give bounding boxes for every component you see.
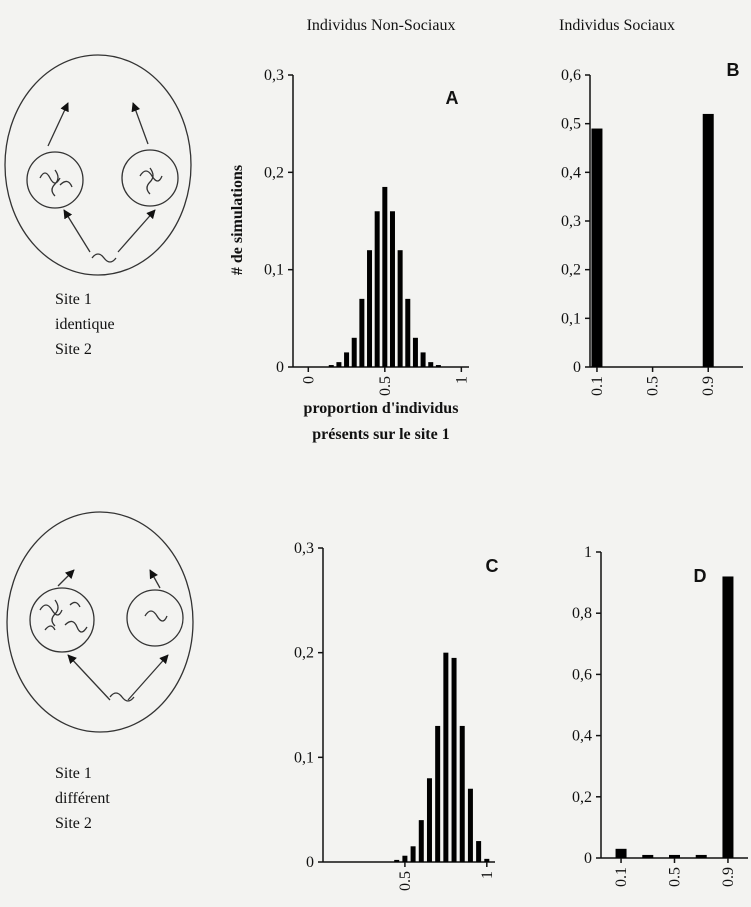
- bar: [420, 352, 426, 367]
- site-label: Site 1: [55, 765, 92, 782]
- diagram: Site 1 identique Site 2: [4, 54, 192, 358]
- y-tick-label: 0,3: [294, 540, 314, 557]
- bar: [426, 778, 432, 862]
- y-tick-label: 0,3: [264, 67, 284, 84]
- bar: [451, 657, 457, 862]
- bar: [615, 848, 627, 858]
- bar: [397, 250, 403, 367]
- bar: [459, 725, 465, 862]
- x-tick-label: 0.5: [645, 376, 662, 396]
- bar: [642, 854, 654, 858]
- bar: [367, 250, 373, 367]
- site-label: Site 1: [55, 291, 92, 308]
- bar: [382, 186, 388, 367]
- bar: [669, 854, 680, 858]
- bar: [374, 211, 380, 367]
- site-label: identique: [55, 316, 115, 333]
- bar: [336, 362, 342, 367]
- bar: [328, 365, 334, 367]
- bar: [351, 337, 357, 367]
- bar: [702, 113, 714, 367]
- y-tick-label: 0,1: [264, 262, 284, 279]
- y-axis-label: # de simulations: [229, 165, 246, 275]
- panel-label: C: [486, 556, 499, 576]
- x-axis-label: présents sur le site 1: [312, 426, 449, 443]
- x-axis-label: proportion d'individus: [304, 400, 459, 417]
- bar: [722, 576, 734, 858]
- y-tick-label: 0,2: [572, 789, 592, 806]
- y-tick-label: 0,3: [561, 213, 581, 230]
- x-tick-label: 1: [453, 376, 470, 384]
- diagram: Site 1 différent Site 2: [6, 511, 194, 832]
- y-tick-label: 0,6: [561, 67, 581, 84]
- bar: [435, 725, 441, 862]
- bar: [443, 652, 449, 862]
- site-label: Site 2: [55, 341, 92, 358]
- y-tick-label: 0,1: [561, 310, 581, 327]
- bar: [591, 128, 603, 367]
- bar: [359, 298, 365, 367]
- y-tick-label: 0,4: [561, 164, 581, 181]
- y-tick-label: 0: [584, 850, 592, 867]
- y-tick-label: 0,5: [561, 116, 581, 133]
- panel-label: A: [446, 88, 459, 108]
- site-label: différent: [55, 790, 110, 807]
- x-tick-label: 0.1: [613, 867, 630, 887]
- x-tick-label: 1: [479, 871, 496, 879]
- panel-label: B: [727, 60, 740, 80]
- bar: [484, 858, 490, 862]
- bar: [344, 352, 350, 367]
- bar: [435, 365, 441, 367]
- y-tick-label: 1: [584, 544, 592, 561]
- bar: [467, 788, 473, 862]
- panel-label: D: [694, 566, 707, 586]
- site-label: Site 2: [55, 815, 92, 832]
- bar: [402, 855, 408, 862]
- x-tick-label: 0.5: [667, 867, 684, 887]
- y-tick-label: 0: [276, 359, 284, 376]
- x-tick-label: 0.5: [397, 871, 414, 891]
- bar: [389, 211, 395, 367]
- bar: [394, 859, 400, 862]
- bar: [695, 854, 707, 858]
- y-tick-label: 0: [573, 359, 581, 376]
- y-tick-label: 0,4: [572, 728, 592, 745]
- y-tick-label: 0,1: [294, 749, 314, 766]
- bar: [405, 298, 411, 367]
- bar: [428, 362, 434, 367]
- x-tick-label: 0.9: [700, 376, 717, 396]
- bar: [476, 841, 482, 862]
- bar: [418, 820, 424, 862]
- y-tick-label: 0,2: [294, 645, 314, 662]
- x-tick-label: 0.5: [377, 376, 394, 396]
- x-tick-label: 0: [300, 376, 317, 384]
- y-tick-label: 0,8: [572, 605, 592, 622]
- y-tick-label: 0,6: [572, 666, 592, 683]
- bar: [412, 337, 418, 367]
- y-tick-label: 0,2: [264, 164, 284, 181]
- bar: [410, 846, 416, 862]
- column-header: Individus Non-Sociaux: [307, 17, 456, 34]
- x-tick-label: 0.1: [589, 376, 606, 396]
- column-header: Individus Sociaux: [559, 17, 675, 34]
- y-tick-label: 0: [306, 854, 314, 871]
- y-tick-label: 0,2: [561, 262, 581, 279]
- x-tick-label: 0.9: [720, 867, 737, 887]
